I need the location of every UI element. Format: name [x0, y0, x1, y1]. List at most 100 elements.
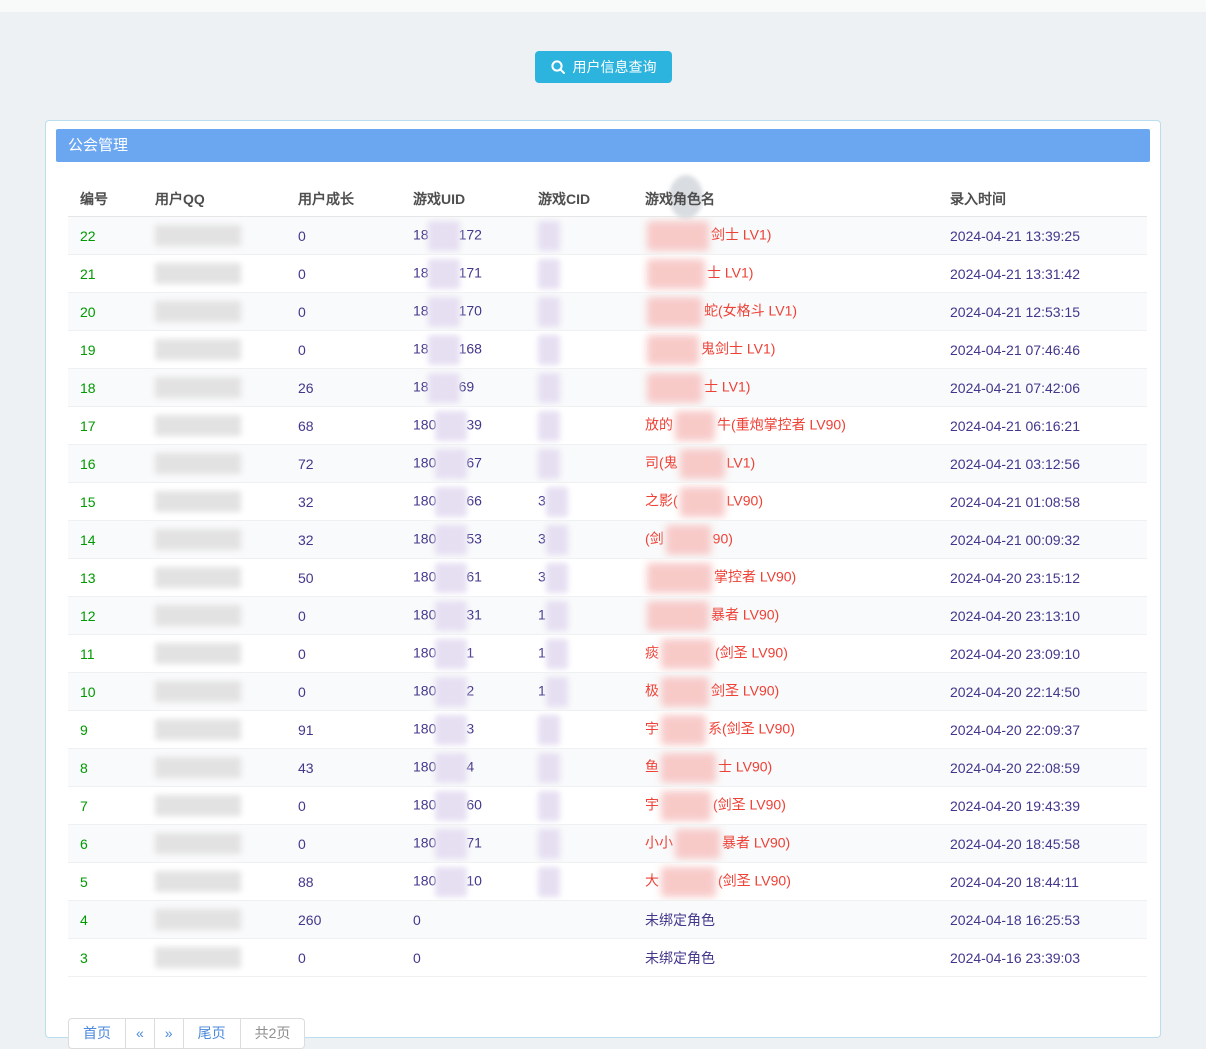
- table-row: 11 0 180 1 1 痰 (剑圣 LV90) 2024-04-20 23:09:10: [68, 634, 1147, 673]
- redacted-qq: [155, 263, 241, 284]
- user-info-query-button[interactable]: 用户信息查询: [534, 51, 672, 83]
- character-name-cell: 未绑定角色: [633, 900, 938, 939]
- user-growth-cell: 32: [286, 482, 401, 521]
- redacted-qq: [155, 339, 241, 360]
- redacted-uid: [435, 486, 468, 517]
- redaction-blob: [669, 175, 703, 219]
- user-qq-cell: [143, 862, 286, 901]
- game-uid-cell: 180 31: [401, 596, 526, 635]
- entry-time-cell: 2024-04-21 13:31:42: [938, 254, 1147, 293]
- character-name-cell: 鬼剑士 LV1): [633, 330, 938, 369]
- user-qq-cell: [143, 216, 286, 255]
- character-name-prefix: 极: [645, 682, 659, 699]
- game-uid-cell: 180 39: [401, 406, 526, 445]
- entry-time-cell: 2024-04-20 22:09:37: [938, 710, 1147, 749]
- row-number-cell: 5: [68, 862, 143, 901]
- table-row: 12 0 180 31 1 暴者 LV90) 2024-04-20 23:13:10: [68, 596, 1147, 635]
- top-strip: [0, 0, 1206, 12]
- redacted-cid: [538, 220, 560, 251]
- cid-prefix: 1: [538, 606, 546, 623]
- redacted-name: [647, 296, 702, 327]
- character-name-cell: 小小 暴者 LV90): [633, 824, 938, 863]
- game-uid-cell: 180 60: [401, 786, 526, 825]
- redacted-name: [661, 866, 716, 897]
- row-number-cell: 6: [68, 824, 143, 863]
- character-name-prefix: 宇: [645, 720, 659, 737]
- character-name-cell: 宇 系(剑圣 LV90): [633, 710, 938, 749]
- character-name-prefix: 小小: [645, 834, 673, 851]
- uid-suffix: 4: [466, 758, 475, 775]
- character-name-cell: 鱼 士 LV90): [633, 748, 938, 787]
- redacted-qq: [155, 377, 241, 398]
- cid-prefix: 1: [538, 682, 546, 699]
- entry-time-cell: 2024-04-20 22:14:50: [938, 672, 1147, 711]
- table-row: 4 260 0 未绑定角色 2024-04-18 16:25:53: [68, 900, 1147, 939]
- page-prev-button[interactable]: «: [125, 1018, 155, 1049]
- uid-prefix: 180: [413, 416, 437, 433]
- entry-time-cell: 2024-04-20 23:15:12: [938, 558, 1147, 597]
- col-header-uid: 游戏UID: [401, 181, 526, 217]
- uid-prefix: 180: [413, 454, 437, 471]
- character-name-suffix: 鬼剑士 LV1): [701, 340, 776, 357]
- game-cid-cell: 1: [526, 672, 633, 711]
- col-header-time: 录入时间: [938, 181, 1147, 217]
- character-name-prefix: 大: [645, 872, 659, 889]
- game-uid-cell: 180 66: [401, 482, 526, 521]
- user-qq-cell: [143, 368, 286, 407]
- game-cid-cell: [526, 444, 633, 483]
- redacted-name: [679, 486, 725, 517]
- redacted-qq: [155, 757, 241, 778]
- uid-suffix: 1: [466, 644, 475, 661]
- page-first-button[interactable]: 首页: [68, 1018, 126, 1049]
- user-growth-cell: 0: [286, 938, 401, 977]
- redacted-name: [661, 714, 706, 745]
- table-row: 14 32 180 53 3 (剑 90) 2024-04-21 00:09:32: [68, 520, 1147, 559]
- row-number-cell: 15: [68, 482, 143, 521]
- character-name-cell: 宇 (剑圣 LV90): [633, 786, 938, 825]
- character-name-cell: 大 (剑圣 LV90): [633, 862, 938, 901]
- redacted-qq: [155, 909, 241, 930]
- entry-time-cell: 2024-04-21 00:09:32: [938, 520, 1147, 559]
- character-name-suffix: 剑圣 LV90): [711, 682, 780, 699]
- uid-suffix: 61: [466, 568, 482, 585]
- uid-suffix: 53: [466, 530, 482, 547]
- redacted-uid: [435, 676, 468, 707]
- user-qq-cell: [143, 558, 286, 597]
- col-header-number: 编号: [68, 181, 143, 217]
- entry-time-cell: 2024-04-21 12:53:15: [938, 292, 1147, 331]
- redacted-qq: [155, 833, 241, 854]
- row-number-cell: 18: [68, 368, 143, 407]
- character-name-prefix: (剑: [645, 530, 664, 547]
- character-name-cell: 痰 (剑圣 LV90): [633, 634, 938, 673]
- col-header-qq: 用户QQ: [143, 181, 286, 217]
- uid-suffix: 67: [466, 454, 482, 471]
- uid-prefix: 180: [413, 834, 437, 851]
- uid-prefix: 180: [413, 720, 437, 737]
- redacted-cid: [538, 258, 560, 289]
- redacted-qq: [155, 681, 241, 702]
- game-cid-cell: [526, 786, 633, 825]
- game-uid-cell: 0: [401, 938, 526, 977]
- user-qq-cell: [143, 406, 286, 445]
- entry-time-cell: 2024-04-20 18:44:11: [938, 862, 1147, 901]
- page-next-button[interactable]: »: [153, 1018, 184, 1049]
- redacted-qq: [155, 871, 241, 892]
- character-name-suffix: 牛(重炮掌控者 LV90): [717, 416, 846, 433]
- redacted-cid: [538, 410, 560, 441]
- redacted-cid: [545, 676, 568, 707]
- character-name-cell: 士 LV1): [633, 254, 938, 293]
- game-cid-cell: 1: [526, 634, 633, 673]
- character-name-prefix: 未绑定角色: [645, 949, 715, 966]
- redacted-name: [661, 638, 713, 669]
- entry-time-cell: 2024-04-20 23:13:10: [938, 596, 1147, 635]
- character-name-prefix: 之影(: [645, 492, 678, 509]
- page-last-button[interactable]: 尾页: [182, 1018, 241, 1049]
- redacted-cid: [538, 334, 560, 365]
- redacted-uid: [427, 220, 460, 251]
- game-uid-cell: 180 71: [401, 824, 526, 863]
- row-number-cell: 8: [68, 748, 143, 787]
- uid-suffix: 172: [458, 226, 482, 243]
- character-name-prefix: 司(鬼: [645, 454, 678, 471]
- user-qq-cell: [143, 292, 286, 331]
- row-number-cell: 14: [68, 520, 143, 559]
